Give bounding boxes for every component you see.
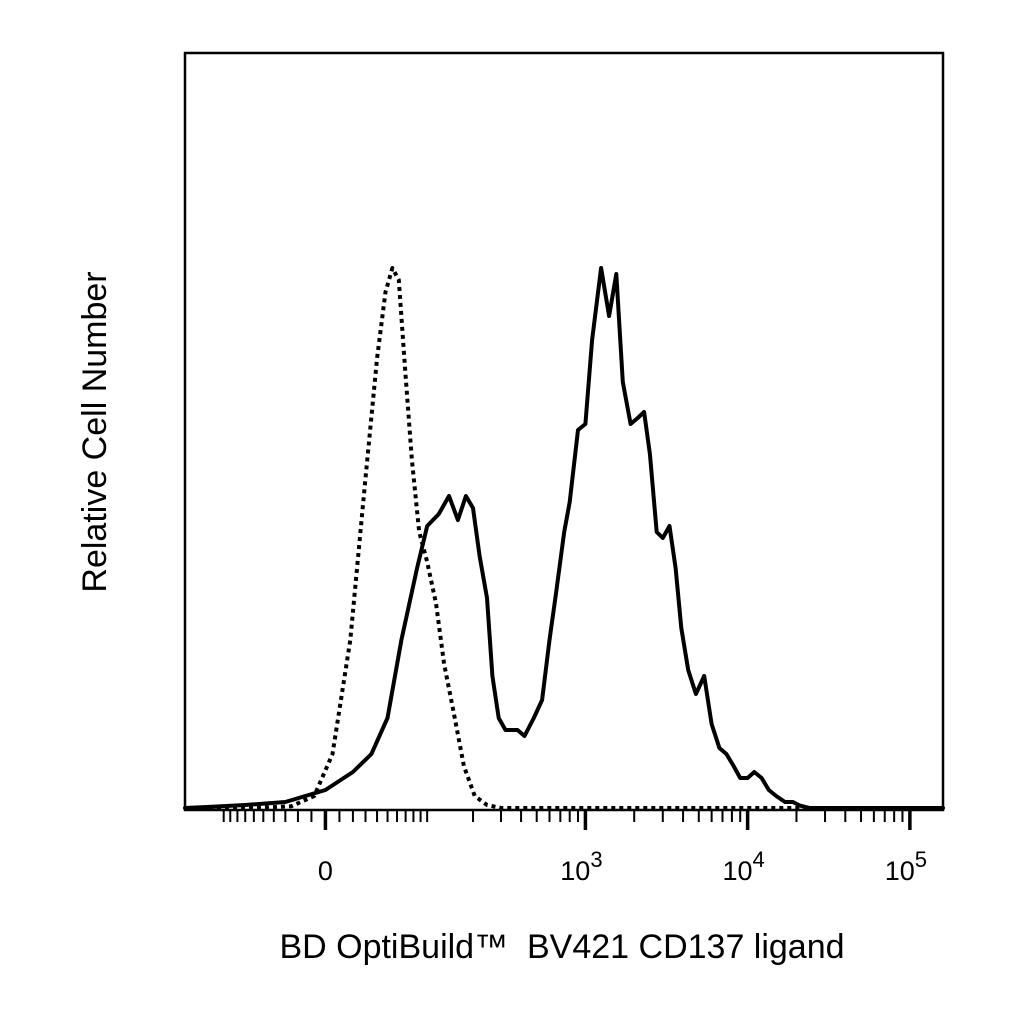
series-solid-line xyxy=(183,266,945,810)
y-axis-label: Relative Cell Number xyxy=(76,271,114,592)
x-tick-label: 105 xyxy=(885,847,927,886)
x-tick-label: 103 xyxy=(560,847,602,886)
x-tick-labels: 0 103 104 105 xyxy=(318,847,927,886)
series-dotted-line xyxy=(185,266,943,810)
x-tick-label: 0 xyxy=(318,856,333,886)
x-axis-label: BD OptiBuild™ BV421 CD137 ligand xyxy=(279,928,844,966)
series-layer xyxy=(183,266,945,810)
plot-frame xyxy=(183,51,945,812)
x-tick-label: 104 xyxy=(722,847,764,886)
x-tick-marks xyxy=(222,810,912,830)
